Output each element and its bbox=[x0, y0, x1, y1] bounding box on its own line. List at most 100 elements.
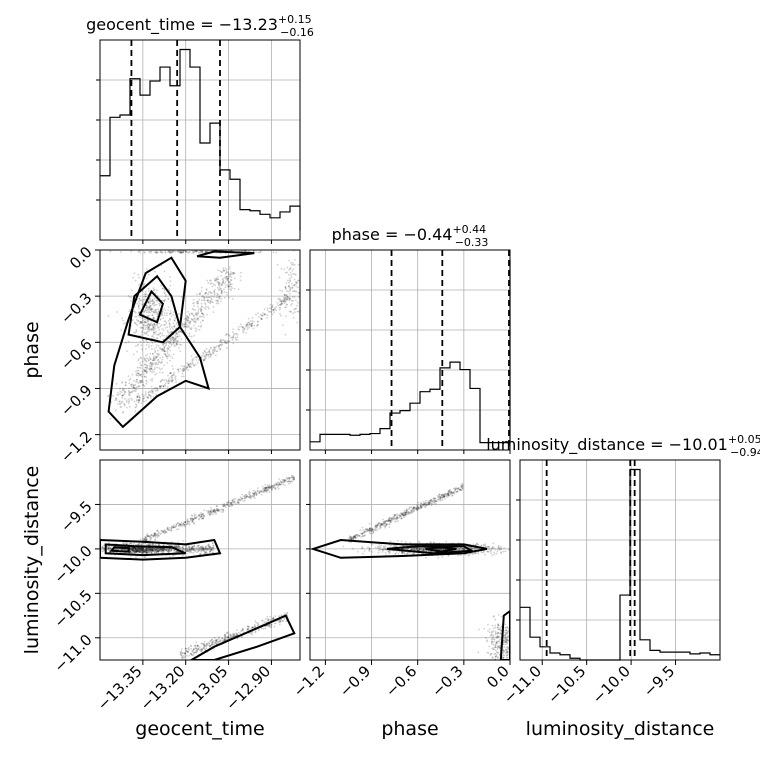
sample-point bbox=[288, 259, 290, 262]
sample-point bbox=[127, 391, 130, 393]
sample-point bbox=[161, 251, 164, 254]
sample-point bbox=[207, 291, 210, 294]
sample-point bbox=[265, 489, 268, 492]
sample-point bbox=[208, 351, 211, 353]
sample-point bbox=[163, 548, 166, 551]
sample-point bbox=[297, 279, 300, 282]
sample-point bbox=[259, 490, 262, 493]
sample-point bbox=[155, 361, 157, 364]
sample-point bbox=[154, 548, 157, 551]
sample-point bbox=[145, 399, 147, 402]
sample-point bbox=[210, 510, 213, 513]
sample-point bbox=[161, 310, 164, 313]
sample-point bbox=[142, 384, 145, 386]
sample-point bbox=[130, 383, 133, 386]
sample-point bbox=[278, 308, 281, 311]
sample-point bbox=[132, 547, 135, 550]
sample-point bbox=[248, 490, 251, 493]
sample-point bbox=[146, 550, 148, 552]
sample-point bbox=[219, 343, 222, 346]
sample-point bbox=[140, 548, 143, 551]
sample-point bbox=[152, 301, 155, 303]
sample-point bbox=[152, 311, 155, 314]
sample-point bbox=[136, 548, 139, 551]
scatter-panel-geocent_time-phase bbox=[99, 249, 301, 451]
sample-point bbox=[198, 517, 201, 520]
sample-point bbox=[190, 548, 193, 551]
sample-point bbox=[224, 334, 227, 336]
sample-point bbox=[157, 547, 160, 550]
sample-point bbox=[218, 295, 220, 298]
sample-point bbox=[293, 476, 296, 479]
sample-point bbox=[131, 551, 133, 554]
sample-point bbox=[211, 301, 214, 303]
sample-point bbox=[173, 340, 176, 343]
sample-point bbox=[157, 313, 159, 316]
sample-point bbox=[125, 543, 128, 546]
sample-point bbox=[491, 546, 494, 549]
sample-point bbox=[181, 554, 184, 557]
sample-point bbox=[163, 320, 166, 323]
sample-point bbox=[239, 275, 242, 278]
sample-point bbox=[147, 535, 150, 538]
sample-point bbox=[164, 295, 167, 298]
sample-point bbox=[490, 547, 493, 550]
sample-point bbox=[214, 279, 217, 282]
sample-point bbox=[154, 550, 157, 552]
sample-point bbox=[379, 546, 382, 549]
sample-point bbox=[197, 312, 199, 315]
sample-point bbox=[235, 634, 237, 637]
sample-point bbox=[285, 306, 288, 309]
sample-point bbox=[202, 549, 205, 552]
sample-point bbox=[137, 359, 140, 362]
sample-point bbox=[139, 550, 142, 553]
sample-point bbox=[175, 340, 178, 343]
sample-point bbox=[172, 337, 175, 340]
sample-point bbox=[176, 546, 179, 549]
sample-point bbox=[149, 304, 152, 307]
sample-point bbox=[161, 371, 164, 374]
sample-point bbox=[213, 293, 216, 296]
sample-point bbox=[138, 551, 141, 553]
sample-point bbox=[200, 547, 203, 550]
sample-point bbox=[139, 374, 142, 377]
sample-point bbox=[145, 549, 148, 551]
sample-point bbox=[190, 548, 193, 551]
sample-point bbox=[191, 312, 193, 315]
sample-point bbox=[138, 550, 141, 553]
sample-point bbox=[177, 541, 180, 544]
sample-point bbox=[178, 545, 181, 548]
sample-point bbox=[165, 293, 167, 296]
sample-point bbox=[153, 323, 156, 326]
sample-point bbox=[129, 391, 131, 394]
sample-point bbox=[420, 546, 422, 549]
sample-point bbox=[183, 524, 185, 527]
sample-point bbox=[200, 299, 203, 302]
sample-point bbox=[125, 401, 128, 403]
sample-point bbox=[198, 513, 201, 516]
sample-point bbox=[269, 626, 272, 628]
sample-point bbox=[202, 359, 205, 362]
sample-point bbox=[132, 549, 135, 552]
sample-point bbox=[145, 551, 148, 553]
sample-point bbox=[184, 548, 187, 551]
sample-point bbox=[133, 549, 135, 552]
sample-point bbox=[145, 536, 148, 539]
sample-point bbox=[131, 549, 134, 552]
sample-point bbox=[382, 546, 385, 548]
sample-point bbox=[268, 484, 270, 486]
sample-point bbox=[208, 545, 211, 548]
sample-point bbox=[248, 321, 251, 324]
sample-point bbox=[266, 314, 269, 317]
sample-point bbox=[189, 322, 192, 325]
sample-point bbox=[147, 548, 150, 551]
sample-point bbox=[148, 367, 151, 369]
sample-point bbox=[149, 358, 152, 360]
sample-point bbox=[251, 320, 254, 322]
sample-point bbox=[472, 553, 475, 555]
sample-point bbox=[131, 319, 134, 321]
sample-point bbox=[144, 550, 147, 553]
sample-point bbox=[153, 367, 156, 369]
sample-point bbox=[208, 643, 211, 645]
sample-point bbox=[390, 544, 393, 547]
